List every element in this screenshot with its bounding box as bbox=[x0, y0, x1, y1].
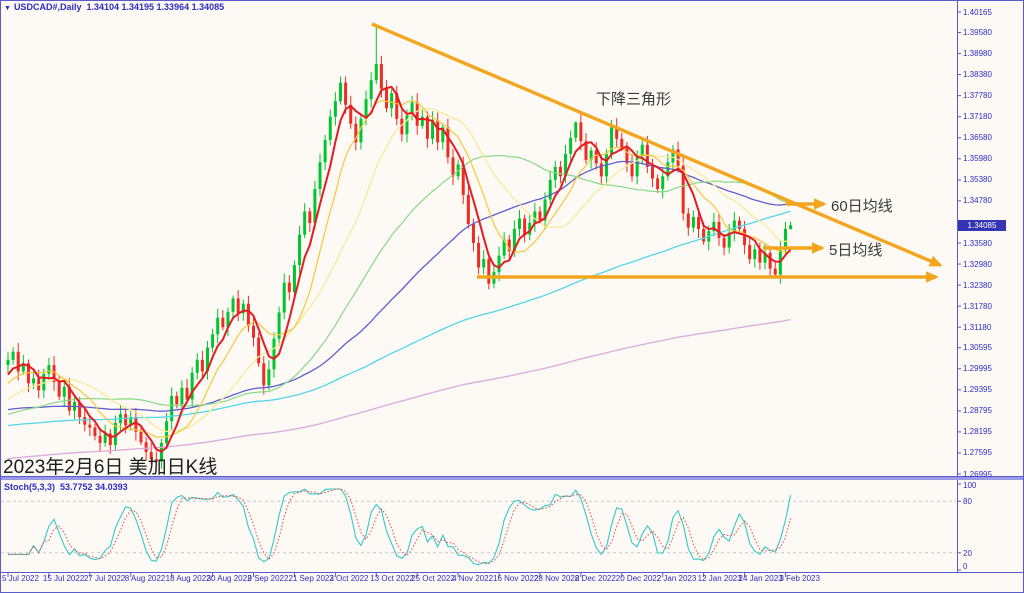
price-axis-label: 1.28795 bbox=[963, 406, 992, 416]
price-axis-label: 1.36580 bbox=[963, 133, 992, 143]
date-axis-label: 15 Jul 2022 bbox=[42, 574, 85, 583]
date-axis-label: 21 Sep 2022 bbox=[288, 574, 334, 583]
date-axis-label: 25 Oct 2022 bbox=[411, 574, 455, 583]
date-axis-label: 3 Oct 2022 bbox=[329, 574, 369, 583]
price-axis-label: 1.39580 bbox=[963, 28, 992, 38]
date-axis-label: 3 Feb 2023 bbox=[779, 574, 820, 583]
price-axis-label: 1.31180 bbox=[963, 322, 992, 332]
date-axis-label: 20 Dec 2022 bbox=[615, 574, 662, 583]
date-axis-label: 30 Aug 2022 bbox=[206, 574, 252, 583]
price-axis-label: 1.40165 bbox=[963, 7, 992, 17]
date-axis-label: 24 Jan 2023 bbox=[738, 574, 783, 583]
symbol-timeframe: USDCAD#,Daily bbox=[13, 2, 82, 12]
annotation-ma60: 60日均线 bbox=[831, 198, 893, 215]
price-axis-label: 1.35380 bbox=[963, 175, 992, 185]
date-axis-label: 13 Oct 2022 bbox=[370, 574, 414, 583]
quote-ohlc-values: 1.34104 1.34195 1.33964 1.34085 bbox=[86, 2, 225, 12]
date-axis-label: 8 Dec 2022 bbox=[574, 574, 616, 583]
date-axis-label: 8 Aug 2022 bbox=[124, 574, 166, 583]
date-axis-label: 2 Jan 2023 bbox=[656, 574, 697, 583]
quote-line: ▼ USDCAD#,Daily 1.34104 1.34195 1.33964 1… bbox=[4, 2, 224, 12]
price-axis-label: 1.38380 bbox=[963, 70, 992, 80]
price-axis-label: 1.37180 bbox=[963, 112, 992, 122]
price-axis-label: 1.32380 bbox=[963, 280, 992, 290]
price-axis-label: 1.37780 bbox=[963, 91, 992, 101]
current-price-tag: 1.34085 bbox=[958, 220, 1006, 231]
date-axis-label: 4 Nov 2022 bbox=[452, 574, 494, 583]
date-axis-label: 16 Nov 2022 bbox=[493, 574, 539, 583]
price-axis[interactable]: 1.40165 1.39580 1.38980 1.38380 1.37780 1.371… bbox=[958, 0, 1024, 573]
time-axis[interactable]: 5 Jul 2022 15 Jul 2022 27 Jul 2022 8 Aug 20… bbox=[0, 574, 1024, 593]
price-axis-label: 1.32980 bbox=[963, 259, 992, 269]
date-axis-label: 12 Jan 2023 bbox=[697, 574, 742, 583]
indicator-name: Stoch(5,3,3) bbox=[4, 482, 56, 492]
price-axis-label: 1.29395 bbox=[963, 385, 992, 395]
stoch-axis-label: 100 bbox=[963, 481, 977, 490]
stoch-axis-label: 80 bbox=[963, 497, 972, 507]
indicator-label: Stoch(5,3,3) 53.7752 34.0393 bbox=[4, 482, 128, 492]
chart-caption: 2023年2月6日 美加日K线 bbox=[3, 457, 218, 478]
price-axis-label: 1.38980 bbox=[963, 49, 992, 59]
price-axis-label: 1.29995 bbox=[963, 364, 992, 374]
date-axis-label: 9 Sep 2022 bbox=[247, 574, 289, 583]
stoch-axis-label: 0 bbox=[963, 562, 968, 571]
time-axis-line bbox=[0, 572, 1024, 573]
date-axis-label: 18 Aug 2022 bbox=[165, 574, 211, 583]
price-axis-label: 1.34780 bbox=[963, 196, 992, 206]
price-axis-label: 1.31780 bbox=[963, 301, 992, 311]
price-axis-label: 1.33580 bbox=[963, 238, 992, 248]
date-axis-label: 5 Jul 2022 bbox=[2, 574, 39, 583]
symbol-dropdown-icon[interactable]: ▼ bbox=[4, 5, 11, 12]
annotation-descending-triangle: 下降三角形 bbox=[596, 91, 672, 108]
price-axis-line bbox=[957, 0, 958, 573]
panel-separator-handle[interactable] bbox=[0, 477, 1024, 480]
indicator-values: 53.7752 34.0393 bbox=[60, 482, 128, 492]
price-axis-label: 1.30595 bbox=[963, 343, 992, 353]
date-axis-label: 28 Nov 2022 bbox=[533, 574, 580, 583]
price-axis-label: 1.35980 bbox=[963, 154, 992, 164]
price-axis-label: 1.26995 bbox=[963, 469, 992, 479]
price-axis-label: 1.27595 bbox=[963, 448, 992, 458]
stoch-axis-label: 20 bbox=[963, 548, 972, 558]
price-axis-label: 1.28195 bbox=[963, 427, 992, 437]
annotation-ma5: 5日均线 bbox=[829, 242, 883, 259]
date-axis-label: 27 Jul 2022 bbox=[83, 574, 126, 583]
panel-separator-line bbox=[0, 476, 1024, 477]
